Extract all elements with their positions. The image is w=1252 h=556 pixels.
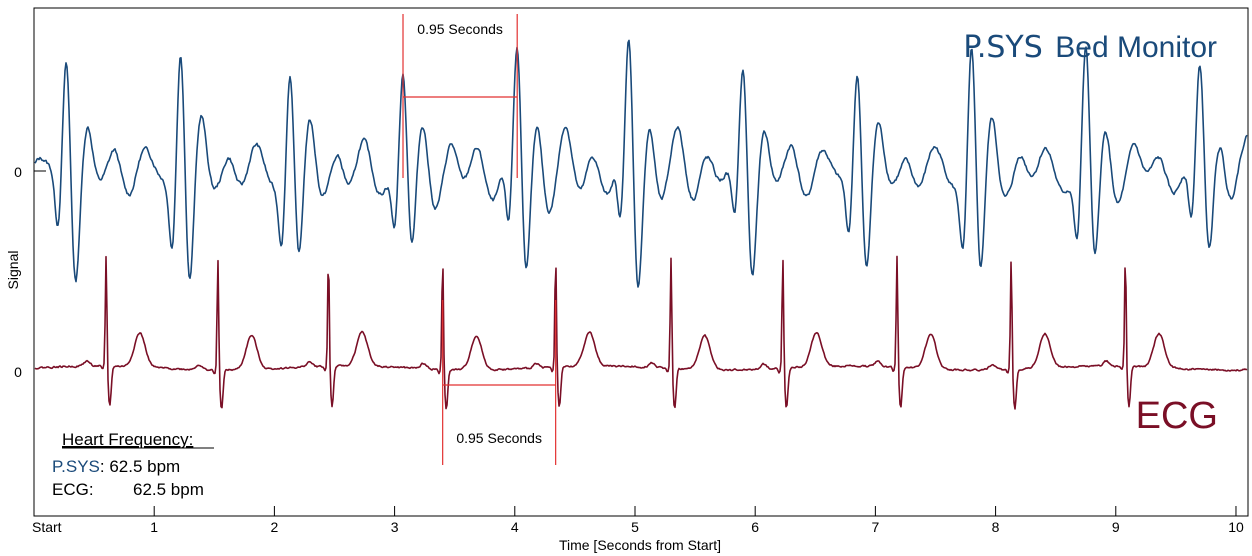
- legend-ecg-label: ECG:: [52, 480, 94, 499]
- psys-interval-label: 0.95 Seconds: [417, 21, 503, 37]
- y-zero-label-psys: 0: [14, 164, 22, 180]
- psys-signal-line: [34, 39, 1248, 288]
- ecg-title: ECG: [1136, 395, 1218, 437]
- legend-psys-row: P.SYS: 62.5 bpm: [52, 457, 180, 476]
- x-tick-label: 2: [270, 519, 278, 535]
- legend-psys-value: : 62.5 bpm: [100, 457, 180, 476]
- x-tick-label: Start: [32, 519, 62, 535]
- x-axis-ticks: Start 1 2 3 4 5 6 7 8 9 10: [32, 506, 1244, 535]
- x-tick-label: 1: [150, 519, 158, 535]
- heart-frequency-legend: Heart Frequency: P.SYS: 62.5 bpm ECG: 62…: [52, 430, 214, 499]
- ecg-interval-annotation: 0.95 Seconds: [442, 300, 557, 465]
- x-tick-label: 7: [871, 519, 879, 535]
- x-tick-label: 10: [1228, 519, 1244, 535]
- x-tick-label: 3: [391, 519, 399, 535]
- ecg-signal-line: [34, 255, 1248, 410]
- psys-title: P.SYS Bed Monitor: [963, 30, 1217, 65]
- ecg-interval-label: 0.95 Seconds: [456, 430, 542, 446]
- x-tick-label: 4: [511, 519, 519, 535]
- plot-frame: [33, 7, 1249, 517]
- x-tick-label: 6: [751, 519, 759, 535]
- y-zero-label-ecg: 0: [14, 364, 22, 380]
- psys-title-brand: P.SYS: [963, 30, 1042, 65]
- legend-heading: Heart Frequency:: [62, 430, 193, 449]
- x-tick-label: 8: [992, 519, 1000, 535]
- x-tick-label: 9: [1112, 519, 1120, 535]
- psys-interval-annotation: 0.95 Seconds: [402, 14, 518, 178]
- psys-title-suffix: Bed Monitor: [1055, 31, 1217, 64]
- legend-ecg-value: 62.5 bpm: [133, 480, 204, 499]
- x-tick-label: 5: [631, 519, 639, 535]
- y-axis-title: Signal: [5, 251, 21, 290]
- x-axis-title: Time [Seconds from Start]: [559, 537, 721, 553]
- legend-psys-label: P.SYS: [52, 457, 100, 476]
